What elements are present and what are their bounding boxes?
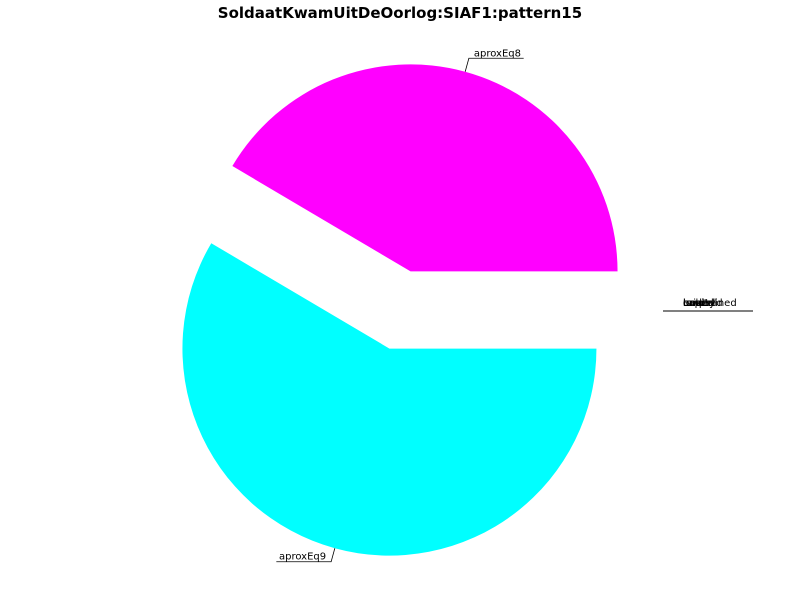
slice-label-aproxeq8: aproxEq8: [474, 48, 521, 59]
pie-slice-aproxeq9: [182, 243, 597, 556]
chart-title: SoldaatKwamUitDeOorlog:SIAF1:pattern15: [217, 4, 583, 22]
leader-line-aproxeq9: [276, 548, 336, 563]
slice-label-lowered: lowered: [683, 298, 723, 309]
slice-label-raised: raised: [683, 298, 714, 309]
pie-slices: [182, 64, 618, 556]
slice-labels: aproxEq8 aproxEq9 boldcapitalemptyloweredr…: [276, 48, 753, 563]
slice-label-capital: capital: [683, 298, 717, 309]
leader-line-aproxeq8: [464, 57, 524, 72]
slice-label-bold: bold: [683, 298, 705, 309]
slice-label-aproxeq9: aproxEq9: [279, 552, 326, 563]
slice-label-underlined: underlined: [683, 298, 737, 309]
slice-label-empty: empty: [683, 298, 715, 309]
pie-slice-aproxeq8: [232, 64, 618, 272]
